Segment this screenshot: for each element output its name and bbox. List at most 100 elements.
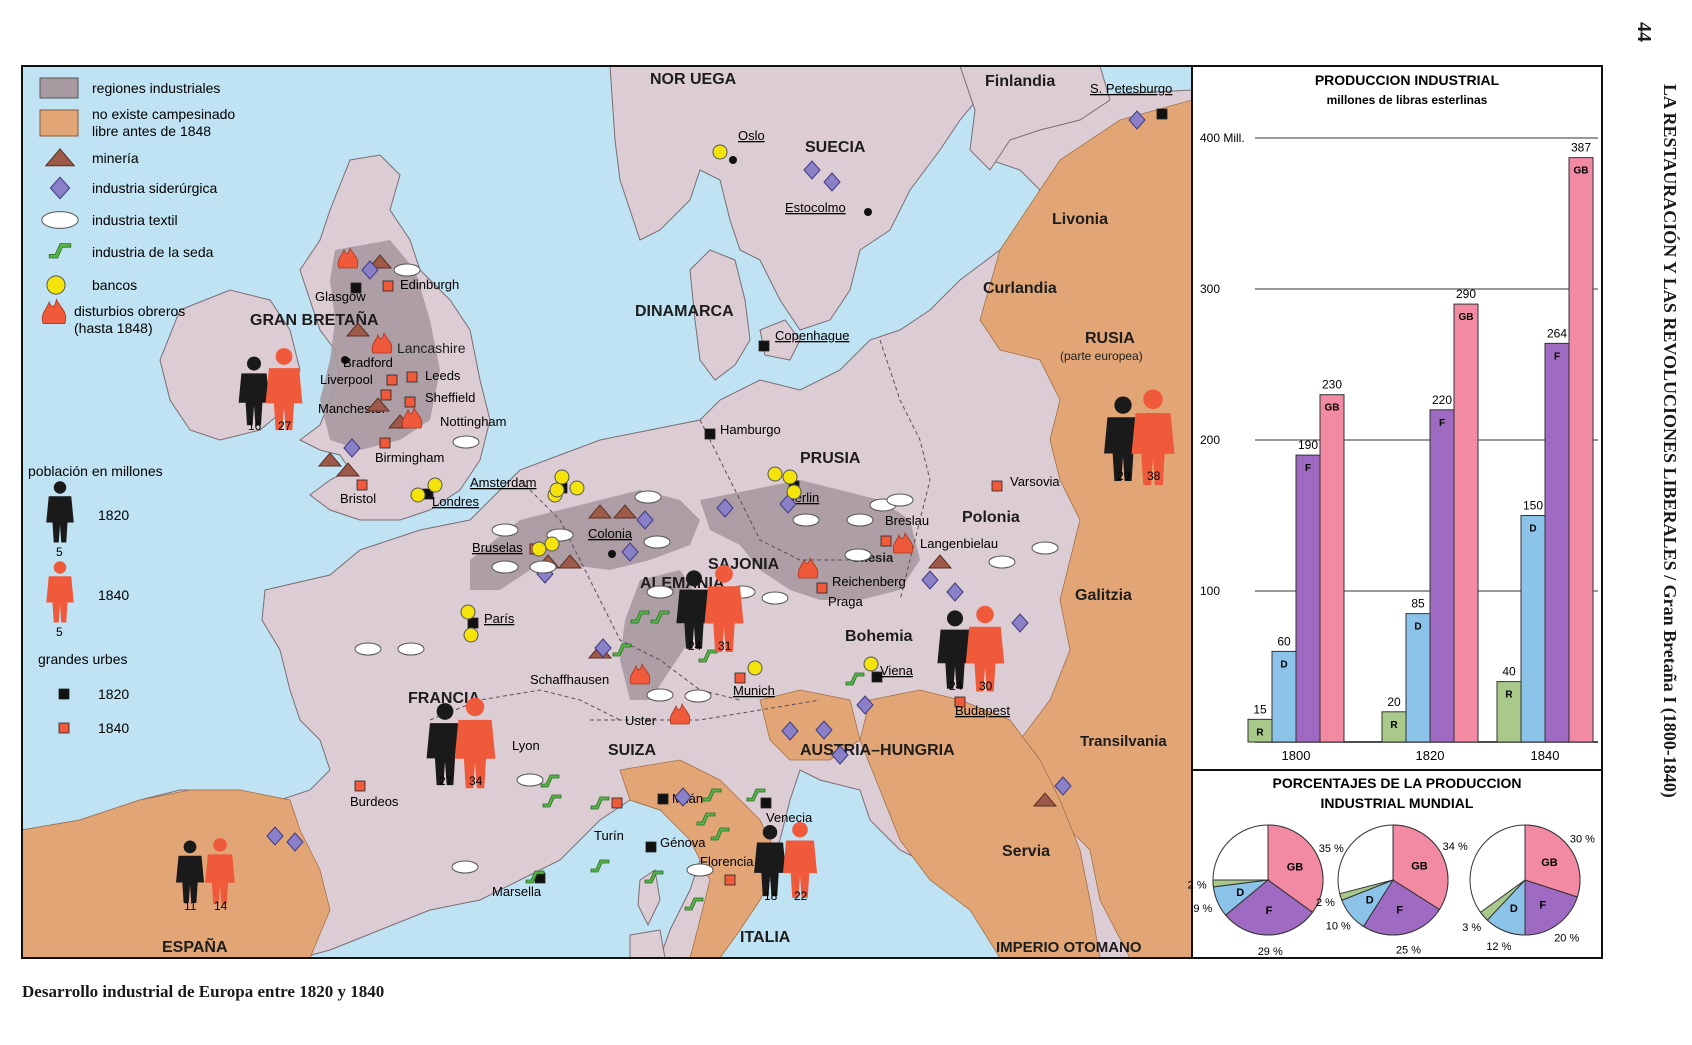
region-label-rusia: RUSIA: [1085, 330, 1135, 347]
city-marker-burdeos: [354, 780, 366, 792]
city-label-varsovia: Varsovia: [1010, 474, 1060, 489]
population-1820-value-italia: 18: [764, 889, 778, 903]
city-marker-sheffield: [404, 396, 416, 408]
region-label-lancashire: Lancashire: [397, 340, 466, 356]
bar-chart-title: PRODUCCION INDUSTRIAL: [1315, 72, 1500, 88]
industrial-region-swatch: [39, 77, 79, 99]
bar-d-1800: [1271, 650, 1297, 743]
denmark: [689, 249, 751, 381]
bar-ytick-label: 400 Mill.: [1200, 131, 1245, 145]
legend-cities-title: grandes urbes: [38, 651, 128, 667]
silk-icon: [650, 610, 670, 624]
riot-icon: [401, 406, 423, 429]
textile-icon: [516, 773, 544, 787]
bank-icon: [549, 482, 565, 498]
city-label-edinburgh: Edinburgh: [400, 277, 459, 292]
iron-industry-icon: [286, 832, 304, 852]
iron-industry-icon: [831, 745, 849, 765]
population-1840-value-alemania: 31: [718, 639, 732, 653]
pie-slice-label: D: [1236, 887, 1244, 899]
bar-gb-1800: [1319, 394, 1345, 743]
bar-series-label: D: [1280, 659, 1287, 670]
city-label-paris: París: [484, 611, 515, 626]
textile-icon: [452, 435, 480, 449]
city-marker-liverpool: [386, 374, 398, 386]
legend-population-value-1840: 5: [56, 625, 63, 639]
textile-icon: [451, 860, 479, 874]
mining-icon: [44, 148, 76, 167]
population-1820-value-gran-bretana: 16: [248, 419, 262, 433]
city-marker-colonia: [608, 550, 616, 558]
city-label-nottingham: Nottingham: [440, 414, 506, 429]
bar-value-label: 190: [1298, 438, 1318, 452]
region-label-livonia: Livonia: [1052, 211, 1108, 228]
silk-icon: [696, 812, 716, 826]
riot-icon: [892, 531, 914, 554]
pie-slice-r: [1479, 879, 1526, 921]
textile-icon: [886, 493, 914, 507]
pie-slice-r: [1212, 879, 1269, 888]
legend-peasantry-label-1: no existe campesinado: [92, 106, 235, 122]
city-marker-s-petesburgo: [1156, 108, 1168, 120]
city-label-oslo: Oslo: [738, 128, 765, 143]
iron-industry-icon: [1054, 776, 1072, 796]
pie-pct-label: 9 %: [1193, 903, 1212, 915]
iron-industry-icon: [621, 542, 639, 562]
silk-icon: [542, 794, 562, 808]
mining-icon: [317, 452, 343, 467]
iron-industry-icon: [823, 172, 841, 192]
bar-category-label: 1840: [1531, 748, 1560, 763]
pie-slice-f: [1224, 879, 1314, 936]
pie-slice-label: D: [1366, 894, 1374, 906]
city-label-genova: Génova: [660, 835, 706, 850]
city-label-manchester: Manchester: [318, 401, 387, 416]
no-free-peasantry-areas: [22, 99, 1192, 958]
city-label-londres: Londres: [432, 494, 479, 509]
city-marker-estocolmo: [864, 208, 872, 216]
pie-pct-label: 35 %: [1319, 843, 1344, 855]
iron-industry-icon: [361, 260, 379, 280]
city-label-birmingham: Birmingham: [375, 450, 444, 465]
bar-series-label: F: [1554, 351, 1560, 362]
pie-pct-label: 2 %: [1316, 897, 1335, 909]
textile-icon: [1031, 541, 1059, 555]
riot-icon: [669, 702, 691, 725]
bar-chart-subtitle: millones de libras esterlinas: [1327, 93, 1488, 107]
city-marker-varsovia: [991, 480, 1003, 492]
pie-pct-label: 2 %: [1188, 879, 1207, 891]
city-label-marsella: Marsella: [492, 884, 542, 899]
sardinia: [629, 929, 666, 958]
silk-icon: [525, 870, 545, 884]
legend-riot-label-2: (hasta 1848): [74, 320, 153, 336]
mining-icon: [927, 554, 953, 569]
pie-slice-label: GB: [1541, 857, 1558, 869]
bank-icon: [767, 466, 783, 482]
silk-icon: [845, 672, 865, 686]
city-label-amsterdam: Amsterdam: [470, 475, 536, 490]
bar-f-1800: [1295, 454, 1321, 743]
pie-pct-label: 20 %: [1554, 932, 1579, 944]
pie-chart-title-line-2: INDUSTRIAL MUNDIAL: [1321, 795, 1474, 811]
textile-icon: [684, 689, 712, 703]
bar-value-label: 20: [1387, 695, 1401, 709]
city-label-bruselas: Bruselas: [472, 540, 523, 555]
textile-icon: [529, 560, 557, 574]
silk-icon: [710, 827, 730, 841]
pie-slice-label: GB: [1287, 861, 1304, 873]
bar-f-1820: [1429, 409, 1455, 743]
legend-industrial-label: regiones industriales: [92, 80, 220, 96]
city-label-breslau: Breslau: [885, 513, 929, 528]
chart-panel: [1191, 65, 1603, 959]
pie-pct-label: 29 %: [1258, 946, 1283, 958]
population-1820-value-austria-hungria: 24: [949, 679, 963, 693]
textile-icon: [643, 535, 671, 549]
city-label-estocolmo: Estocolmo: [785, 200, 846, 215]
region-label-bohemia: Bohemia: [845, 628, 913, 645]
legend-city-year-1820: 1820: [98, 686, 129, 702]
bank-icon: [569, 480, 585, 496]
city-label-copenhague: Copenhague: [775, 328, 849, 343]
city-label-glasgow: Glasgow: [315, 289, 366, 304]
bar-series-label: D: [1414, 622, 1421, 633]
mining-icon: [1032, 792, 1058, 807]
region-label-suiza: SUIZA: [608, 742, 656, 759]
